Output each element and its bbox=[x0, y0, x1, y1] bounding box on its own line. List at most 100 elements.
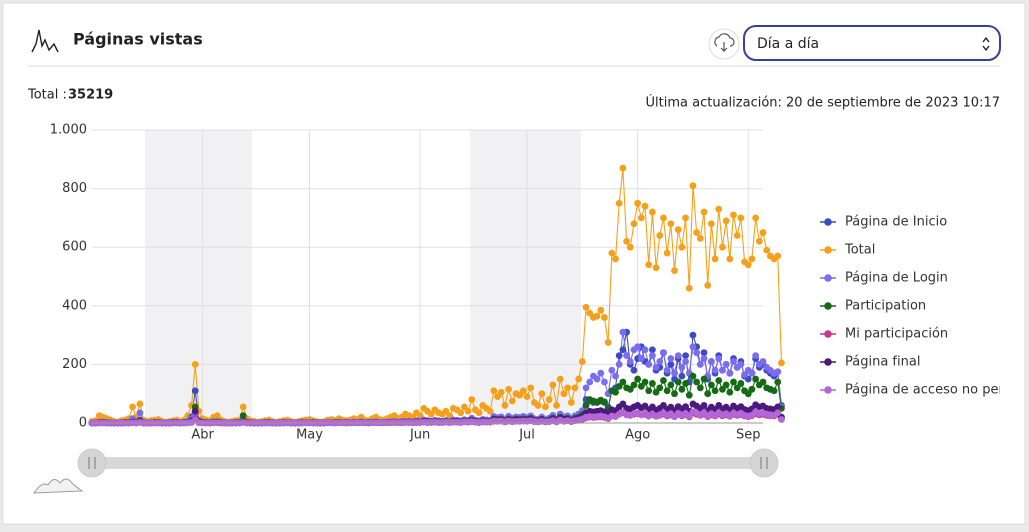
data-point bbox=[711, 387, 719, 395]
data-point bbox=[645, 361, 653, 368]
data-point bbox=[667, 381, 675, 389]
navigator-handle[interactable] bbox=[749, 448, 779, 478]
data-point bbox=[700, 402, 708, 409]
data-point bbox=[656, 358, 664, 365]
data-point bbox=[542, 403, 549, 411]
x-tick-label: May bbox=[296, 428, 323, 443]
period-select[interactable]: Día a día bbox=[743, 25, 1001, 61]
data-point bbox=[752, 375, 760, 383]
data-point bbox=[637, 214, 645, 222]
data-point bbox=[582, 303, 590, 311]
data-point bbox=[663, 387, 671, 395]
data-point bbox=[671, 267, 678, 275]
data-point bbox=[774, 368, 782, 376]
data-point bbox=[608, 366, 616, 374]
data-point bbox=[501, 402, 509, 409]
data-point bbox=[560, 390, 568, 398]
legend-item[interactable]: Página de Login bbox=[820, 271, 948, 286]
legend-item[interactable]: Página final bbox=[820, 355, 920, 370]
x-tick-label: Jul bbox=[518, 428, 535, 443]
data-point bbox=[722, 217, 730, 225]
data-point bbox=[663, 249, 671, 257]
legend-marker bbox=[824, 218, 832, 226]
legend-item[interactable]: Página de Inicio bbox=[820, 215, 947, 230]
y-tick-label: 400 bbox=[62, 298, 87, 313]
data-point bbox=[508, 397, 516, 405]
data-point bbox=[239, 403, 247, 411]
data-point bbox=[630, 220, 638, 228]
period-select-value: Día a día bbox=[757, 36, 819, 52]
data-point bbox=[744, 261, 752, 269]
data-point bbox=[774, 409, 782, 417]
data-point bbox=[752, 214, 760, 222]
data-point bbox=[722, 381, 730, 389]
data-point bbox=[660, 377, 667, 384]
data-point bbox=[682, 380, 689, 387]
data-point bbox=[678, 385, 686, 393]
chart-icon bbox=[31, 29, 59, 53]
legend-item[interactable]: Página de acceso no permitido bbox=[820, 383, 1029, 398]
data-point bbox=[752, 352, 760, 360]
data-point bbox=[626, 358, 634, 365]
navigator-handle[interactable] bbox=[77, 448, 107, 478]
data-point bbox=[660, 349, 667, 357]
data-point bbox=[719, 243, 726, 251]
data-point bbox=[619, 328, 627, 336]
legend-label: Página de acceso no permitido bbox=[845, 383, 1029, 398]
data-point bbox=[571, 384, 579, 392]
data-point bbox=[696, 384, 704, 392]
data-point bbox=[645, 387, 653, 395]
data-point bbox=[778, 416, 785, 423]
x-tick-label: Abr bbox=[191, 428, 214, 443]
data-point bbox=[626, 243, 634, 251]
data-point bbox=[748, 369, 756, 377]
data-point bbox=[567, 399, 575, 406]
data-point bbox=[490, 387, 498, 395]
data-point bbox=[759, 358, 767, 365]
data-point bbox=[612, 255, 619, 263]
data-point bbox=[641, 346, 649, 354]
total-label: Total : bbox=[27, 88, 67, 103]
data-point bbox=[730, 211, 737, 219]
data-point bbox=[523, 393, 531, 401]
data-point bbox=[612, 388, 619, 396]
data-point bbox=[715, 377, 723, 384]
data-point bbox=[564, 384, 571, 392]
data-point bbox=[693, 349, 701, 357]
data-point bbox=[671, 390, 678, 398]
legend-marker bbox=[824, 302, 832, 310]
data-point bbox=[737, 214, 745, 222]
y-tick-label: 0 bbox=[79, 416, 87, 431]
data-point bbox=[685, 391, 693, 399]
data-point bbox=[582, 402, 590, 409]
widget-title: Páginas vistas bbox=[73, 30, 203, 49]
data-point bbox=[619, 164, 627, 172]
data-point bbox=[582, 384, 590, 392]
data-point bbox=[593, 312, 601, 320]
data-point bbox=[682, 403, 689, 410]
data-point bbox=[689, 372, 697, 380]
data-point bbox=[630, 381, 638, 389]
legend-item[interactable]: Total bbox=[820, 243, 875, 258]
data-point bbox=[575, 375, 583, 383]
legend-item[interactable]: Participation bbox=[820, 299, 926, 314]
data-point bbox=[601, 314, 608, 321]
data-point bbox=[549, 381, 557, 389]
navigator-track[interactable] bbox=[92, 457, 765, 469]
data-point bbox=[648, 208, 656, 216]
data-point bbox=[663, 366, 671, 374]
data-point bbox=[707, 358, 715, 365]
data-point bbox=[667, 361, 675, 368]
y-tick-label: 1.000 bbox=[50, 123, 87, 138]
data-point bbox=[774, 378, 782, 386]
data-point bbox=[645, 261, 653, 269]
data-point bbox=[648, 380, 656, 387]
data-point bbox=[748, 255, 756, 263]
data-point bbox=[519, 387, 527, 395]
download-button[interactable] bbox=[708, 28, 740, 60]
legend-item[interactable]: Mi participación bbox=[820, 327, 948, 342]
data-point bbox=[674, 226, 682, 234]
data-point bbox=[597, 369, 605, 377]
data-point bbox=[634, 343, 642, 351]
